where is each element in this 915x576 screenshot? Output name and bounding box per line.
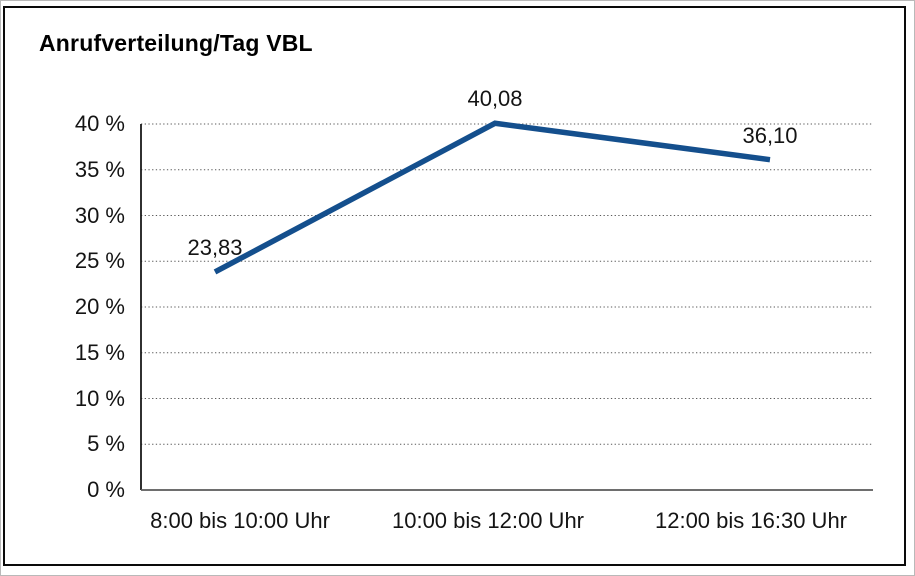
x-axis-category-label: 10:00 bis 12:00 Uhr [391, 508, 585, 533]
y-axis-tick-label: 30 % [74, 202, 125, 228]
chart-title: Anrufverteilung/Tag VBL [39, 30, 313, 56]
data-point-label: 40,08 [467, 86, 523, 112]
y-axis-tick-label: 40 % [74, 111, 125, 136]
data-point-label: 23,83 [187, 234, 243, 260]
y-axis-tick-label: 25 % [74, 248, 125, 274]
y-axis-tick-label: 20 % [74, 294, 125, 319]
data-line-series [213, 120, 771, 275]
y-axis-tick-label: 35 % [74, 156, 125, 182]
y-axis-tick-label: 5 % [87, 431, 125, 457]
y-axis-tick-label: 0 % [87, 477, 125, 502]
y-axis-tick-label: 10 % [74, 385, 125, 411]
data-point-label: 36,10 [742, 122, 798, 148]
x-axis-category-label: 8:00 bis 10:00 Uhr [150, 508, 330, 533]
y-axis-tick-label: 15 % [74, 339, 125, 365]
x-axis-category-label: 12:00 bis 16:30 Uhr [654, 508, 848, 533]
